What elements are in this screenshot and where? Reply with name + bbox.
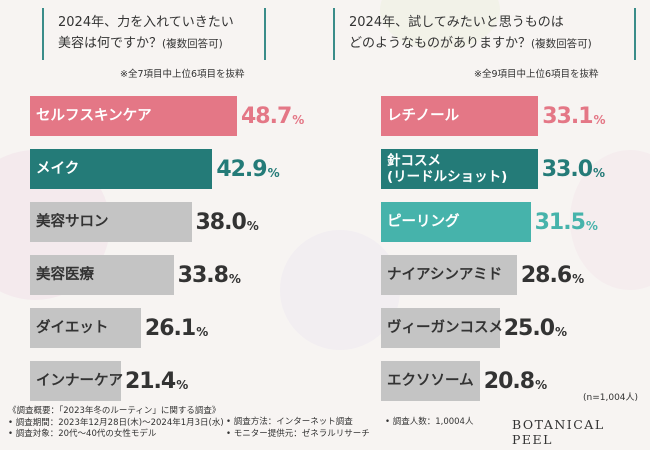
right-title-multi-answer: (複数回答可) (531, 38, 592, 50)
bar-label: ダイエット (36, 320, 109, 336)
bar: ピーリング (381, 202, 531, 242)
bar-value: 28.6% (521, 255, 584, 295)
footer-line: 《調査概要：「2023年冬のルーティン」に関する調査》 (8, 406, 221, 416)
bar-value: 31.5% (535, 202, 598, 242)
bar-value-number: 25.0 (503, 315, 555, 341)
left-question-title: 2024年、力を入れていきたい 美容は何ですか？(複数回答可) (42, 8, 266, 60)
bar-label: 美容医療 (36, 267, 94, 283)
bar: セルフスキンケア (30, 96, 237, 136)
right-note: ※全9項目中上位6項目を抜粋 (474, 69, 599, 80)
bar-label: セルフスキンケア (36, 108, 152, 124)
bar-value-number: 42.9 (216, 156, 267, 182)
bar-value-number: 28.6 (520, 262, 572, 288)
bar-value: 21.4% (125, 361, 188, 401)
bar-label: メイク (36, 161, 80, 177)
bar-label: ピーリング (387, 214, 460, 230)
footer-line: • 調査方法：インターネット調査 (226, 417, 353, 427)
bar-value-unit: % (246, 219, 259, 233)
bar-value-number: 31.5 (534, 209, 586, 235)
bar: 美容サロン (30, 202, 192, 242)
bar-value-number: 20.8 (483, 368, 535, 394)
bar-value: 33.8% (178, 255, 241, 295)
bar-value-number: 33.1 (542, 103, 593, 129)
bar-value: 38.0% (196, 202, 259, 242)
bar: ダイエット (30, 308, 141, 348)
bar: エクソソーム (381, 361, 480, 401)
bar: ヴィーガンコスメ (381, 308, 503, 348)
bar-value-number: 33.0 (541, 156, 593, 182)
bar-value-number: 21.4 (124, 368, 176, 394)
bar-label: インナーケア (36, 373, 123, 389)
right-title-line2: どのようなものがありますか？(複数回答可) (349, 33, 620, 55)
bar-value-unit: % (267, 166, 280, 180)
bar-label: ナイアシンアミド (387, 267, 503, 283)
bar-value: 25.0% (504, 308, 567, 348)
footer-line: • 調査期間：2023年12月28日(木)～2024年1月3日(水) (8, 417, 224, 428)
bar-value-unit: % (593, 166, 606, 180)
bar-value-unit: % (228, 272, 241, 286)
bar-value-unit: % (585, 219, 598, 233)
bar-label: 針コスメ (リードルショット) (387, 153, 507, 185)
bar-value-number: 33.8 (177, 262, 229, 288)
survey-footer-col1: 《調査概要：「2023年冬のルーティン」に関する調査》 • 調査期間：2023年… (8, 406, 224, 441)
bar-value-unit: % (555, 325, 568, 339)
bar: 美容医療 (30, 255, 174, 295)
bar-value-number: 48.7 (240, 103, 292, 129)
brand-logo: BOTANICAL PEEL (512, 417, 605, 447)
bar-value: 26.1% (145, 308, 208, 348)
bar-label-line1: 針コスメ (387, 153, 441, 169)
left-title-line1: 2024年、力を入れていきたい (58, 15, 234, 30)
bar-value-unit: % (535, 378, 548, 392)
sample-size-label: (n=1,004人) (583, 393, 639, 403)
footer-line: • 調査対象：20代～40代の女性モデル (8, 429, 157, 439)
bar-label: ヴィーガンコスメ (387, 320, 503, 336)
bar-value-unit: % (593, 113, 606, 127)
bar: レチノール (381, 96, 539, 136)
bar-value-number: 38.0 (195, 209, 247, 235)
left-note: ※全7項目中上位6項目を抜粋 (120, 69, 245, 80)
bar-value: 33.1% (542, 96, 605, 136)
footer-line: • モニター提供元：ゼネラルリサーチ (226, 428, 370, 439)
bar: 針コスメ (リードルショット) (381, 149, 538, 189)
right-title-main: どのようなものがありますか？ (349, 36, 532, 51)
right-question-title: 2024年、試してみたいと思うものは どのようなものがありますか？(複数回答可) (333, 8, 636, 60)
bar-value-unit: % (176, 378, 189, 392)
bar: ナイアシンアミド (381, 255, 517, 295)
left-title-multi-answer: (複数回答可) (162, 38, 223, 50)
bar-value: 48.7% (241, 96, 304, 136)
bar-value-unit: % (292, 113, 305, 127)
bar-label: 美容サロン (36, 214, 109, 230)
bar-value: 42.9% (216, 149, 279, 189)
bar-label: レチノール (387, 108, 460, 124)
bar-label: エクソソーム (387, 373, 474, 389)
bar-value: 33.0% (542, 149, 605, 189)
survey-footer-col2: • 調査方法：インターネット調査 • モニター提供元：ゼネラルリサーチ (226, 417, 370, 440)
right-title-line1: 2024年、試してみたいと思うものは (349, 15, 564, 30)
left-title-line2: 美容は何ですか？(複数回答可) (58, 33, 250, 55)
bar-label-line2: (リードルショット) (387, 169, 508, 185)
bar-value: 20.8% (484, 361, 547, 401)
left-title-main: 美容は何ですか？ (58, 36, 163, 51)
bar: インナーケア (30, 361, 123, 401)
bar-value-number: 26.1 (144, 315, 196, 341)
survey-footer-col3: • 調査人数：1,0004人 (385, 417, 473, 429)
bar-value-unit: % (572, 272, 585, 286)
bar-value-unit: % (196, 325, 209, 339)
footer-line: • 調査人数：1,0004人 (385, 417, 474, 427)
bar: メイク (30, 149, 213, 189)
